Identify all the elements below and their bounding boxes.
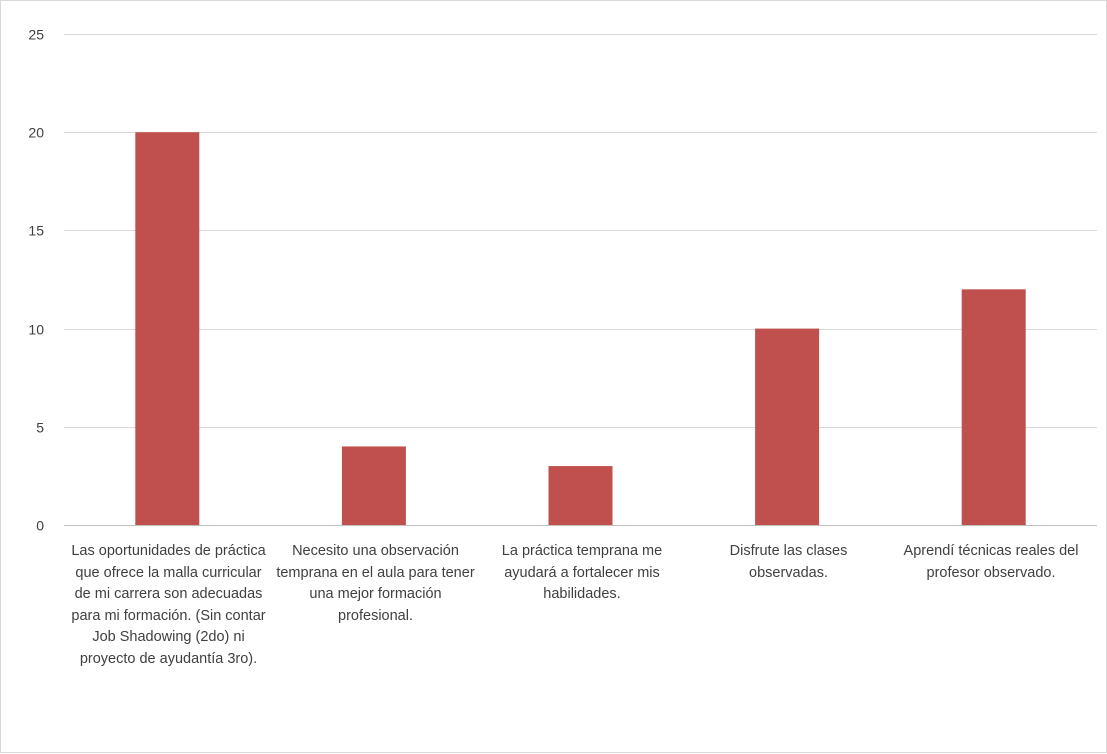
y-tick-label: 15 — [28, 223, 44, 239]
bar-4 — [755, 328, 820, 525]
bar-1 — [135, 132, 200, 525]
y-tick-label: 5 — [36, 420, 44, 436]
category-label-2: Necesito una observación temprana en el … — [276, 543, 475, 624]
y-tick-label: 10 — [28, 322, 44, 338]
bar-5 — [961, 289, 1026, 525]
category-label-4: Disfrute las clases observadas. — [729, 543, 848, 581]
category-label-5: Aprendí técnicas reales del profesor obs… — [903, 543, 1079, 581]
bar-2 — [341, 446, 406, 525]
y-tick-label: 25 — [28, 27, 44, 43]
category-label-3: La práctica temprana me ayudará a fortal… — [501, 543, 663, 602]
bar-3 — [548, 466, 613, 525]
y-tick-label: 20 — [28, 125, 44, 141]
category-label-1: Las oportunidades de práctica que ofrece… — [71, 543, 266, 667]
y-tick-label: 0 — [36, 518, 44, 534]
